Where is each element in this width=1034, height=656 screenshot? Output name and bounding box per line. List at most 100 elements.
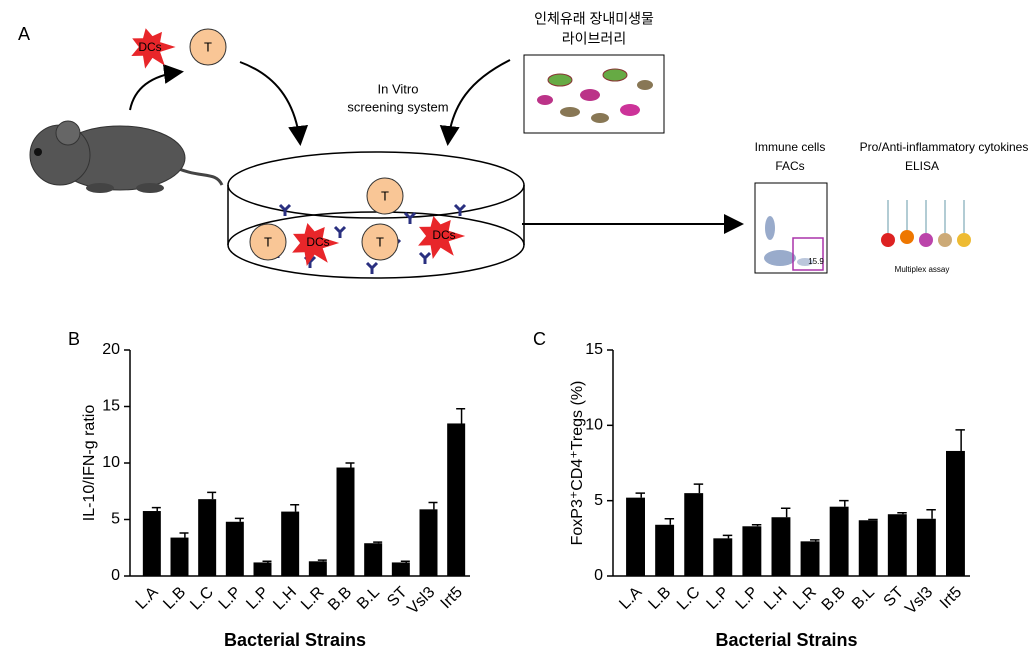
- t-cell: [189, 28, 227, 66]
- arrow: [439, 59, 511, 146]
- bar: [170, 537, 189, 576]
- y-tick-label: 10: [102, 454, 120, 471]
- x-tick-label: L.H: [270, 584, 300, 614]
- x-axis-label: Bacterial Strains: [224, 630, 366, 650]
- t-cell: [366, 177, 404, 215]
- bar: [447, 423, 466, 576]
- bar: [198, 499, 217, 576]
- y-tick-label: 0: [111, 567, 120, 584]
- dc-label: DCs: [432, 228, 455, 242]
- bar: [742, 526, 762, 576]
- dendritic-cell-shape: [418, 216, 466, 259]
- bar: [887, 514, 907, 576]
- bar: [336, 467, 355, 576]
- t-label: T: [381, 188, 389, 203]
- bar: [626, 497, 645, 576]
- x-tick-label: B.B: [325, 584, 355, 614]
- x-tick-label: L.A: [616, 584, 645, 613]
- diagram: A DCs T In Vitro screening system 인체유래 장…: [18, 11, 1028, 279]
- x-tick-label: Irt5: [937, 584, 965, 612]
- panel-label: C: [533, 329, 546, 349]
- assay-label: Multiplex assay: [895, 265, 950, 274]
- error-bar: [810, 539, 820, 542]
- error-bar: [693, 483, 704, 494]
- microbes: [537, 68, 653, 123]
- dendritic-cell-shape: [131, 28, 176, 69]
- antibody: [278, 203, 292, 216]
- y-axis-label: IL-10/IFN-g ratio: [81, 405, 98, 522]
- bar: [829, 506, 849, 576]
- error-bar: [635, 492, 645, 498]
- facs-label: FACs: [775, 159, 804, 173]
- error-bar: [345, 462, 355, 468]
- bar: [713, 538, 733, 576]
- bar: [858, 520, 878, 576]
- bar: [308, 561, 327, 576]
- error-bar: [868, 518, 878, 521]
- facs-gate: [792, 237, 824, 271]
- x-axis-label: Bacterial Strains: [715, 630, 857, 650]
- antibody: [365, 261, 379, 274]
- x-tick-label: L.P: [216, 584, 245, 613]
- x-tick-label: L.B: [160, 584, 189, 613]
- t-label: T: [376, 234, 384, 249]
- error-bar: [780, 507, 791, 518]
- x-tick-label: B.L: [849, 584, 878, 613]
- x-tick-label: Vsl3: [902, 584, 936, 618]
- y-tick-label: 0: [594, 567, 603, 584]
- panel-label: A: [18, 24, 30, 44]
- error-bar: [207, 491, 217, 500]
- facs-gate-label: 15.9: [808, 257, 824, 266]
- facs-label: Immune cells: [755, 140, 826, 154]
- panel-label: B: [68, 329, 80, 349]
- error-bar: [926, 508, 936, 519]
- error-bar: [234, 517, 244, 522]
- x-tick-label: L.H: [761, 584, 791, 614]
- dc-label: DCs: [306, 235, 329, 249]
- arrow: [129, 63, 184, 111]
- y-tick-label: 15: [102, 398, 120, 415]
- error-bar: [317, 559, 327, 562]
- antibody: [418, 251, 432, 264]
- dish-cells: DCs DCs T T T: [249, 177, 467, 274]
- y-axis-label: FoxP3⁺CD4⁺Tregs (%): [569, 381, 586, 546]
- screening-label: In Vitro: [378, 81, 419, 96]
- error-bar: [955, 429, 965, 451]
- bar: [916, 518, 936, 576]
- bar: [419, 509, 438, 576]
- error-bar: [373, 541, 383, 544]
- x-tick-label: L.C: [674, 584, 704, 614]
- dc-label: DCs: [138, 40, 161, 54]
- x-tick-label: L.P: [243, 584, 272, 613]
- bar: [142, 511, 161, 576]
- t-label: T: [264, 234, 272, 249]
- error-bar: [400, 560, 410, 563]
- error-bar: [262, 560, 272, 563]
- error-bar: [151, 506, 161, 512]
- error-bar: [428, 501, 438, 510]
- dendritic-cell: [131, 28, 176, 69]
- error-bar: [897, 511, 907, 515]
- x-tick-label: L.R: [790, 584, 820, 614]
- dendritic-cell-shape: [292, 223, 340, 266]
- x-tick-label: Irt5: [438, 584, 466, 612]
- y-tick-label: 5: [111, 511, 120, 528]
- bar: [655, 524, 675, 576]
- t-cell: [361, 223, 399, 261]
- antibody: [453, 203, 467, 216]
- x-tick-label: L.A: [133, 584, 162, 613]
- library-label: 라이브러리: [562, 31, 626, 47]
- x-tick-label: B.L: [354, 584, 383, 613]
- x-tick-label: Vsl3: [404, 584, 438, 618]
- error-bar: [290, 504, 300, 512]
- bar: [771, 517, 791, 576]
- antibody: [403, 211, 417, 224]
- x-tick-label: B.B: [819, 584, 849, 614]
- bar: [946, 450, 965, 576]
- library-label: 인체유래 장내미생물: [534, 11, 654, 27]
- facs-dots: [764, 216, 813, 266]
- arrow: [239, 61, 309, 146]
- mouse: [29, 120, 224, 193]
